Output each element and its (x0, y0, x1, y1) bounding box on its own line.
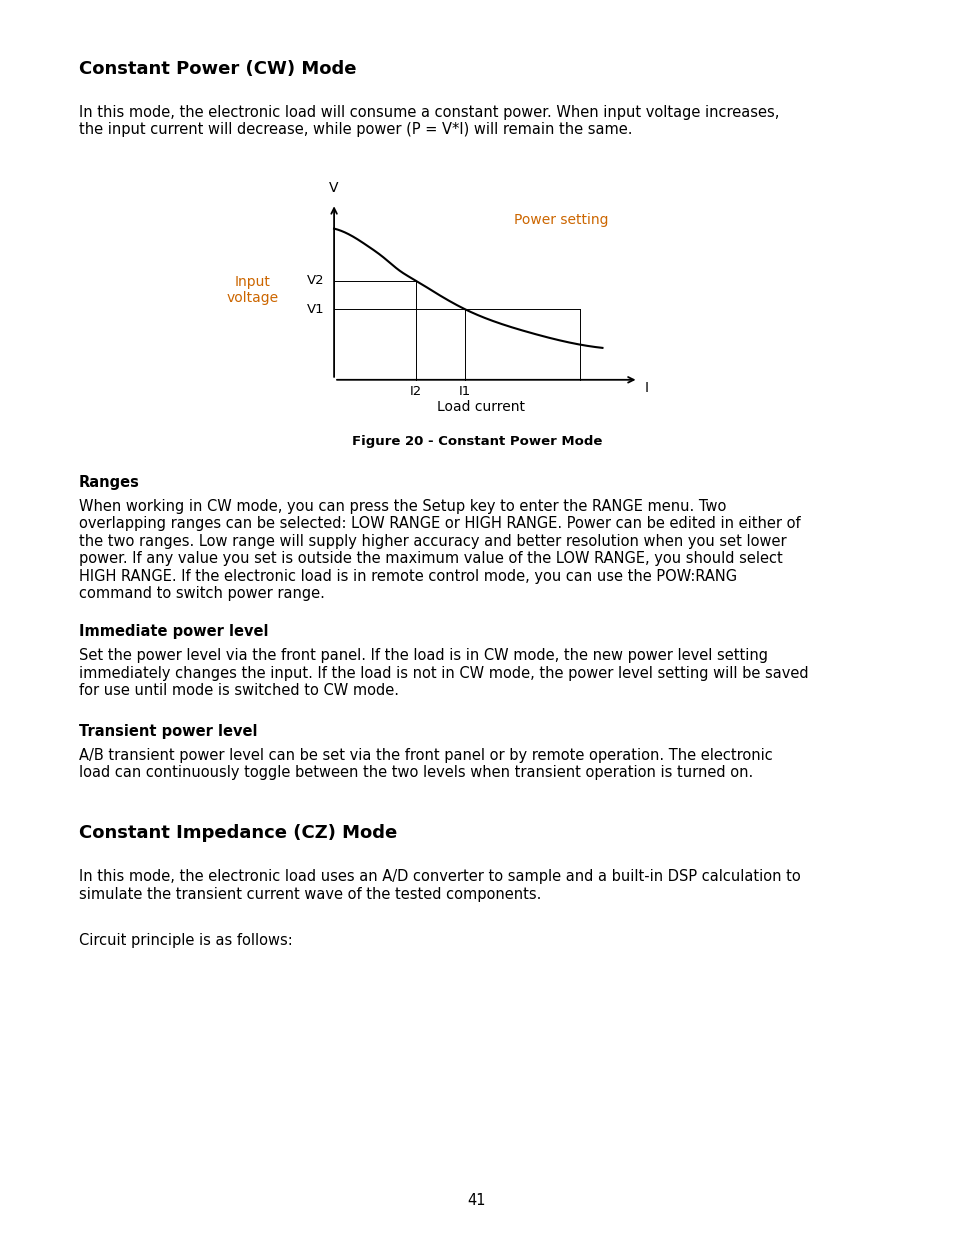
Text: V1: V1 (306, 303, 324, 316)
Text: Set the power level via the front panel. If the load is in CW mode, the new powe: Set the power level via the front panel.… (79, 648, 808, 698)
Text: I: I (644, 382, 648, 395)
Text: In this mode, the electronic load uses an A/D converter to sample and a built-in: In this mode, the electronic load uses a… (79, 869, 800, 902)
Text: I2: I2 (410, 385, 421, 398)
Text: V: V (329, 182, 338, 195)
Text: I1: I1 (458, 385, 471, 398)
Text: When working in CW mode, you can press the Setup key to enter the RANGE menu. Tw: When working in CW mode, you can press t… (79, 499, 800, 601)
Text: Transient power level: Transient power level (79, 724, 257, 739)
Text: V2: V2 (306, 274, 324, 288)
Text: Immediate power level: Immediate power level (79, 624, 268, 640)
Text: 41: 41 (467, 1193, 486, 1208)
Text: Ranges: Ranges (79, 475, 140, 490)
Text: Load current: Load current (436, 400, 525, 414)
Text: In this mode, the electronic load will consume a constant power. When input volt: In this mode, the electronic load will c… (79, 105, 779, 137)
Text: Figure 20 - Constant Power Mode: Figure 20 - Constant Power Mode (352, 435, 601, 448)
Text: Power setting: Power setting (514, 214, 608, 227)
Text: A/B transient power level can be set via the front panel or by remote operation.: A/B transient power level can be set via… (79, 748, 772, 781)
Text: Circuit principle is as follows:: Circuit principle is as follows: (79, 932, 293, 947)
Text: Input
voltage: Input voltage (226, 275, 278, 305)
Text: Constant Impedance (CZ) Mode: Constant Impedance (CZ) Mode (79, 824, 396, 842)
Text: Constant Power (CW) Mode: Constant Power (CW) Mode (79, 61, 356, 78)
